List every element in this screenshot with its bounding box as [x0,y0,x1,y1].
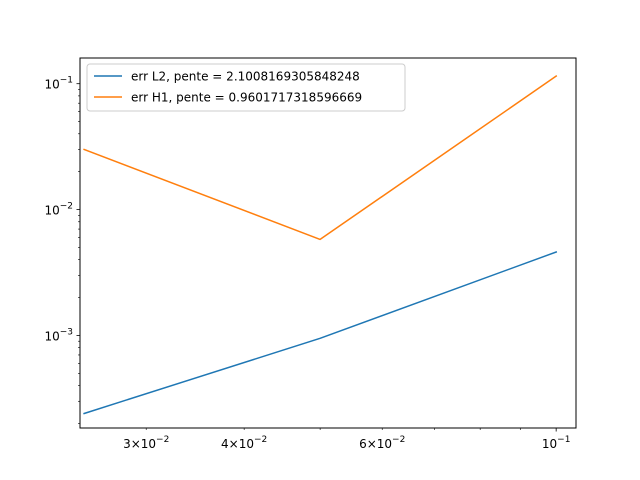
y-tick-label: 10−1 [44,76,73,92]
y-tick-label: 10−2 [44,202,73,218]
x-minor-tick-label: 4×10−2 [221,435,267,451]
plot-area-frame [79,57,577,429]
series-line-1 [83,251,558,415]
axis-ticks: 10−3 10−2 10−1 10−1 3×10−2 4×10−2 6×10−2 [44,76,570,451]
x-tick-label: 10−1 [542,435,571,451]
legend-label-2: err H1, pente = 0.9601717318596669 [131,91,362,105]
legend-label-1: err L2, pente = 2.1008169305848248 [131,70,360,84]
x-minor-tick-label: 6×10−2 [359,435,405,451]
series-lines [83,75,558,415]
y-tick-label: 10−3 [44,327,73,343]
legend-box [86,63,406,112]
legend: err L2, pente = 2.1008169305848248 err H1… [86,63,406,112]
series-line-2 [83,75,558,241]
x-minor-tick-label: 3×10−2 [123,435,169,451]
